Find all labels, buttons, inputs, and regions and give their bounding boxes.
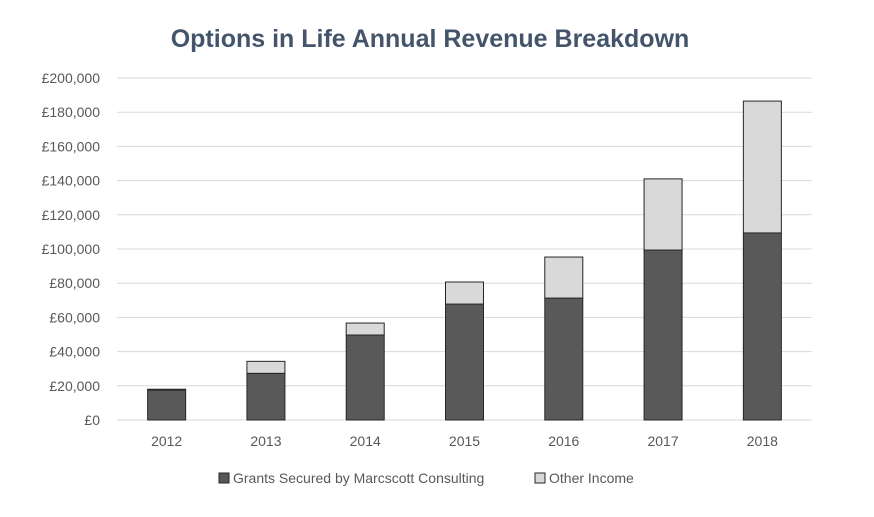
y-tick-label: £80,000 — [49, 275, 100, 291]
x-tick-label: 2016 — [548, 433, 579, 449]
x-tick-label: 2018 — [747, 433, 778, 449]
x-tick-label: 2015 — [449, 433, 480, 449]
x-tick-label: 2012 — [151, 433, 182, 449]
x-tick-label: 2017 — [647, 433, 678, 449]
x-tick-label: 2013 — [250, 433, 281, 449]
legend-swatch — [218, 472, 230, 484]
y-tick-label: £20,000 — [49, 378, 100, 394]
legend: Grants Secured by Marcscott Consulting Ot… — [218, 470, 634, 486]
bar-segment-grants — [246, 372, 286, 421]
y-tick-label: £100,000 — [42, 241, 101, 257]
bar-segment-grants — [345, 334, 385, 421]
bar-segment-grants — [544, 297, 584, 421]
bar-segment-other-income — [246, 360, 286, 374]
y-tick-label: £0 — [84, 412, 100, 428]
bar-segment-other-income — [643, 178, 683, 251]
bar-segment-other-income — [742, 100, 782, 234]
bar-segment-grants — [445, 303, 484, 421]
bar-segment-grants — [147, 389, 187, 421]
y-tick-label: £160,000 — [42, 138, 101, 154]
bar-segment-other-income — [544, 256, 584, 299]
y-tick-label: £60,000 — [49, 309, 100, 325]
bar-segment-other-income — [445, 281, 484, 305]
legend-label: Grants Secured by Marcscott Consulting — [233, 470, 484, 486]
bar-segment-grants — [643, 249, 683, 421]
legend-label: Other Income — [549, 470, 634, 486]
bar-segment-other-income — [147, 388, 187, 391]
x-tick-label: 2014 — [350, 433, 381, 449]
bar-segment-other-income — [345, 322, 385, 336]
bar-segment-grants — [742, 232, 782, 421]
y-tick-label: £120,000 — [42, 207, 101, 223]
y-tick-label: £140,000 — [42, 173, 101, 189]
chart-title: Options in Life Annual Revenue Breakdown — [171, 25, 690, 53]
y-tick-label: £200,000 — [42, 70, 101, 86]
legend-swatch — [534, 472, 546, 484]
y-tick-label: £180,000 — [42, 104, 101, 120]
y-tick-label: £40,000 — [49, 344, 100, 360]
